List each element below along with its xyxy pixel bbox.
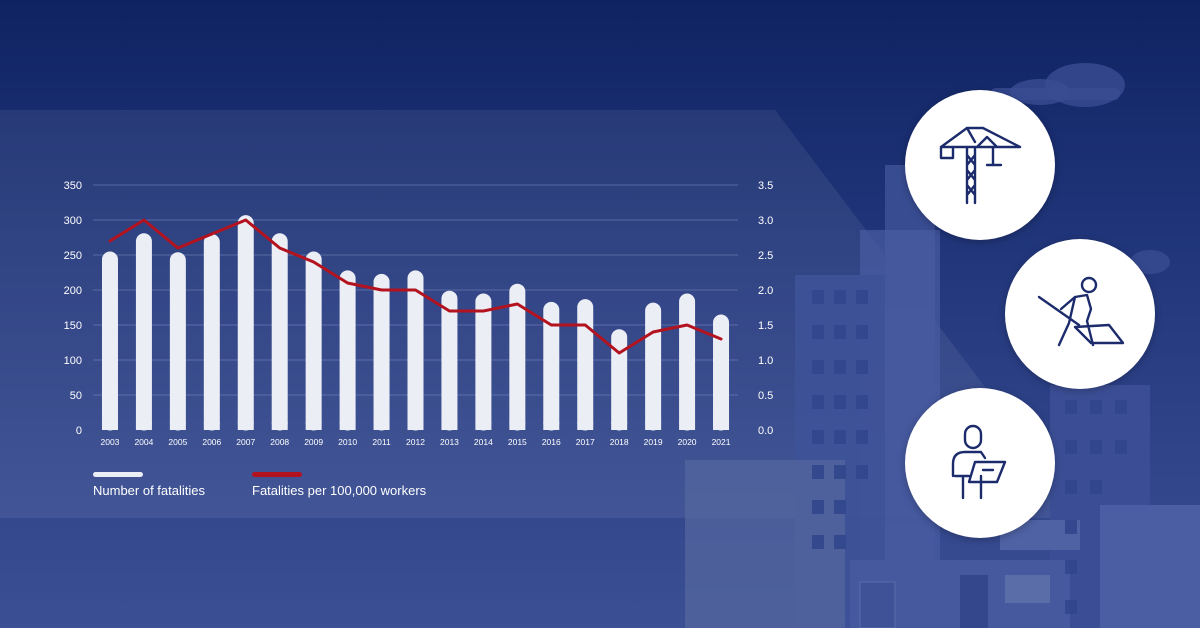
cloud-shape [990,63,1170,274]
bar [407,270,424,431]
worker-icon-circle [1005,239,1155,389]
x-tick-label: 2006 [202,437,221,447]
x-tick-label: 2014 [474,437,493,447]
y-tick-label: 0 [76,425,82,437]
bar-base [271,422,288,430]
bar [271,233,288,431]
x-tick-label: 2020 [678,437,697,447]
legend-swatch-bars [93,472,143,477]
bar-base [679,422,696,430]
x-tick-label: 2007 [236,437,255,447]
bar [679,293,696,431]
bar-base [169,422,186,430]
bar-base [407,422,424,430]
bar [101,251,118,431]
bar-base [135,422,152,430]
x-tick-label: 2017 [576,437,595,447]
y-tick-label: 50 [70,390,82,402]
x-tick-label: 2005 [168,437,187,447]
bar [169,252,186,431]
bar [441,290,458,431]
y2-tick-label: 0.5 [758,390,773,402]
construction-crane-icon [939,126,1022,205]
bar-base [577,422,594,430]
crane-icon-circle [905,90,1055,240]
y2-tick-label: 3.5 [758,180,773,192]
x-tick-label: 2011 [372,437,391,447]
y2-tick-label: 1.5 [758,320,773,332]
bar-base [645,422,662,430]
y2-tick-label: 2.0 [758,285,773,297]
bar [543,301,560,431]
legend-label-rate: Fatalities per 100,000 workers [252,483,427,498]
x-tick-label: 2015 [508,437,527,447]
bar-base [203,422,220,430]
x-tick-label: 2012 [406,437,425,447]
legend-label-fatalities: Number of fatalities [93,483,205,498]
rate-line [108,218,723,355]
bar [475,293,492,431]
inspector-clipboard-icon [951,424,1007,500]
bar [645,302,662,431]
bar [373,273,390,431]
x-tick-label: 2019 [644,437,663,447]
bar-base [373,422,390,430]
bar-base [611,422,628,430]
y2-tick-label: 0.0 [758,425,773,437]
bar [339,270,356,431]
bar-base [509,422,526,430]
x-tick-label: 2016 [542,437,561,447]
y-tick-label: 100 [64,355,82,367]
x-tick-label: 2004 [134,437,153,447]
y-tick-label: 350 [64,180,82,192]
bar [135,233,152,431]
bar [203,234,220,431]
bar [509,283,526,431]
bar-base [543,422,560,430]
x-tick-label: 2009 [304,437,323,447]
bar-base [475,422,492,430]
bar-base [441,422,458,430]
bar [611,329,628,431]
y-tick-label: 200 [64,285,82,297]
bar [713,314,730,431]
y-tick-label: 150 [64,320,82,332]
x-tick-label: 2003 [101,437,120,447]
bar-base [339,422,356,430]
y2-tick-label: 3.0 [758,215,773,227]
bar [237,215,254,431]
bar-base [305,422,322,430]
bar-base [237,422,254,430]
bar [305,251,322,431]
worker-shovel-icon [1037,276,1125,347]
y-tick-label: 250 [64,250,82,262]
y2-tick-label: 2.5 [758,250,773,262]
bar-base [713,422,730,430]
x-tick-label: 2021 [712,437,731,447]
x-tick-label: 2013 [440,437,459,447]
y-tick-label: 300 [64,215,82,227]
y2-tick-label: 1.0 [758,355,773,367]
x-tick-label: 2008 [270,437,289,447]
x-tick-label: 2018 [610,437,629,447]
bar-base [101,422,118,430]
x-tick-label: 2010 [338,437,357,447]
inspector-icon-circle [905,388,1055,538]
bar [577,299,594,431]
legend-swatch-line [252,472,302,477]
